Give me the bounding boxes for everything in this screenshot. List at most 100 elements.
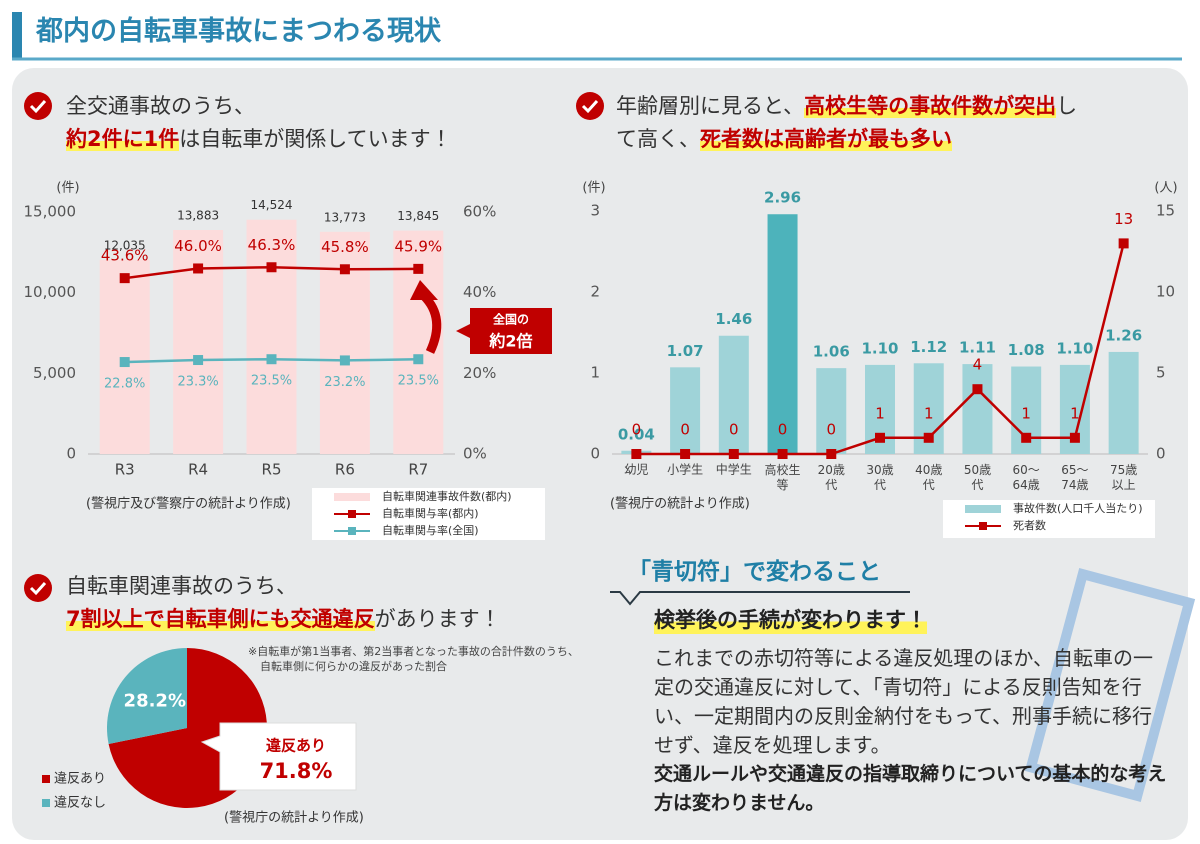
line-marker bbox=[266, 354, 277, 365]
y2-tick-label: 0 bbox=[1156, 445, 1166, 463]
x-tick-label: R4 bbox=[188, 461, 208, 479]
line-marker bbox=[193, 355, 204, 366]
x-tick-label: 75歳以上 bbox=[1110, 463, 1137, 492]
legend-swatch bbox=[965, 505, 1001, 513]
line-marker bbox=[631, 449, 642, 459]
y-tick-label: 3 bbox=[590, 202, 600, 220]
x-tick-label: 中学生 bbox=[716, 462, 752, 477]
line-marker bbox=[972, 384, 983, 395]
line-marker bbox=[339, 264, 350, 275]
heading-highlight: 7割以上で自転車側にも交通違反 bbox=[66, 607, 375, 631]
y-axis-label: (件) bbox=[582, 181, 605, 196]
bar-value-label: 1.26 bbox=[1105, 326, 1142, 344]
blue-ticket-subtitle: 検挙後の手続が変わります！ bbox=[654, 604, 927, 634]
y-tick-label: 10,000 bbox=[24, 283, 77, 301]
line-value-label: 46.0% bbox=[174, 237, 222, 255]
y-tick-label: 1 bbox=[590, 364, 600, 382]
bar-value-label: 1.08 bbox=[1008, 341, 1045, 359]
x-tick-label: 幼児 bbox=[624, 463, 648, 477]
line-marker bbox=[119, 357, 130, 368]
line-marker bbox=[119, 273, 130, 284]
heading-highlight: 高校生等の事故件数が突出 bbox=[804, 94, 1057, 118]
callout-category: 違反あり bbox=[266, 737, 326, 755]
heading-text: 全交通事故のうち、 bbox=[66, 94, 255, 118]
x-tick-label: 20歳代 bbox=[818, 463, 845, 492]
source-note: (警視庁及び警察庁の統計より作成) bbox=[86, 496, 291, 512]
blue-ticket-title: 「青切符」で変わること bbox=[628, 559, 881, 585]
y-tick-label: 0 bbox=[66, 445, 76, 463]
x-tick-label: 65～ 74歳 bbox=[1061, 463, 1088, 492]
x-tick-label-line: 75歳 bbox=[1110, 463, 1137, 477]
x-tick-label-line: 50歳 bbox=[964, 463, 991, 477]
line-value-label: 0 bbox=[632, 421, 642, 439]
bar-value-label: 13,883 bbox=[177, 209, 219, 223]
bar bbox=[767, 214, 798, 454]
x-tick-label-line: 65～ bbox=[1061, 463, 1088, 477]
legend-swatch bbox=[42, 799, 50, 807]
x-tick-label-line: 代 bbox=[923, 478, 935, 492]
line-value-label: 4 bbox=[973, 356, 983, 374]
x-tick-label: R7 bbox=[408, 461, 428, 479]
pie-slice bbox=[107, 648, 187, 744]
bar bbox=[1108, 351, 1139, 454]
annotation-text: 約2倍 bbox=[488, 332, 532, 351]
annotation-text: 全国の bbox=[493, 312, 529, 327]
line-value-label: 13 bbox=[1114, 210, 1133, 228]
legend-swatch bbox=[979, 522, 987, 530]
line-marker bbox=[728, 449, 739, 459]
heading-text: し bbox=[1056, 94, 1078, 118]
y-tick-label: 5,000 bbox=[33, 364, 76, 382]
line-value-label: 23.5% bbox=[251, 374, 292, 389]
x-tick-label: 60～ 64歳 bbox=[1013, 463, 1040, 492]
heading-text: 年齢層別に見ると、 bbox=[616, 94, 805, 118]
x-tick-label-line: 以上 bbox=[1112, 478, 1136, 492]
line-marker bbox=[339, 355, 350, 366]
ticket-decoration bbox=[1024, 568, 1196, 802]
annotation-arrow-head bbox=[410, 280, 438, 300]
y2-tick-label: 10 bbox=[1156, 283, 1175, 301]
heading: 年齢層別に見ると、高校生等の事故件数が突出して高く、死者数は高齢者が最も多い bbox=[616, 90, 1077, 156]
bar bbox=[718, 335, 749, 454]
x-tick-label: R6 bbox=[335, 461, 355, 479]
legend-label: 違反なし bbox=[54, 796, 106, 811]
line-value-label: 1 bbox=[875, 404, 885, 422]
line-marker bbox=[1069, 432, 1080, 443]
line-marker bbox=[1118, 238, 1129, 249]
heading-text: があります！ bbox=[374, 607, 501, 631]
bar bbox=[962, 364, 993, 454]
y-tick-label: 15,000 bbox=[24, 203, 77, 221]
line-value-label: 23.5% bbox=[398, 374, 439, 389]
bar-value-label: 0.04 bbox=[618, 425, 655, 443]
annotation-arrow bbox=[420, 292, 442, 354]
x-tick-label: 小学生 bbox=[667, 462, 703, 477]
pie-note: ※自転車が第1当事者、第2当事者となった事故の合計件数のうち、 bbox=[248, 644, 579, 658]
line-marker bbox=[413, 354, 424, 365]
heading-text: て高く、 bbox=[616, 127, 700, 151]
line-marker bbox=[680, 449, 691, 459]
line-marker bbox=[923, 432, 934, 443]
bar-value-label: 13,845 bbox=[397, 209, 439, 223]
heading-highlight: 死者数は高齢者が最も多い bbox=[700, 127, 952, 151]
pie-value-label: 28.2% bbox=[124, 691, 186, 712]
line-value-label: 1 bbox=[1070, 404, 1080, 422]
bar bbox=[670, 367, 701, 454]
x-tick-label-line: 60～ bbox=[1013, 463, 1040, 477]
bar-value-label: 1.12 bbox=[910, 338, 947, 356]
heading-highlight: 約2件に1件 bbox=[66, 127, 180, 151]
x-tick-label-line: 40歳 bbox=[915, 463, 942, 477]
line-value-label: 0 bbox=[826, 421, 836, 439]
y2-tick-label: 40% bbox=[463, 283, 496, 301]
line-value-label: 45.8% bbox=[321, 238, 369, 256]
x-tick-label: R5 bbox=[262, 461, 282, 479]
x-tick-label-line: 20歳 bbox=[818, 463, 845, 477]
annotation-box bbox=[456, 308, 552, 354]
bar-value-label: 1.07 bbox=[667, 342, 704, 360]
x-tick-label-line: 代 bbox=[874, 478, 886, 492]
y2-tick-label: 0% bbox=[463, 445, 487, 463]
callout-value: 71.8% bbox=[260, 759, 333, 783]
line-value-label: 1 bbox=[1021, 404, 1031, 422]
bar-value-label: 1.10 bbox=[861, 339, 898, 357]
panel bbox=[12, 68, 1188, 840]
